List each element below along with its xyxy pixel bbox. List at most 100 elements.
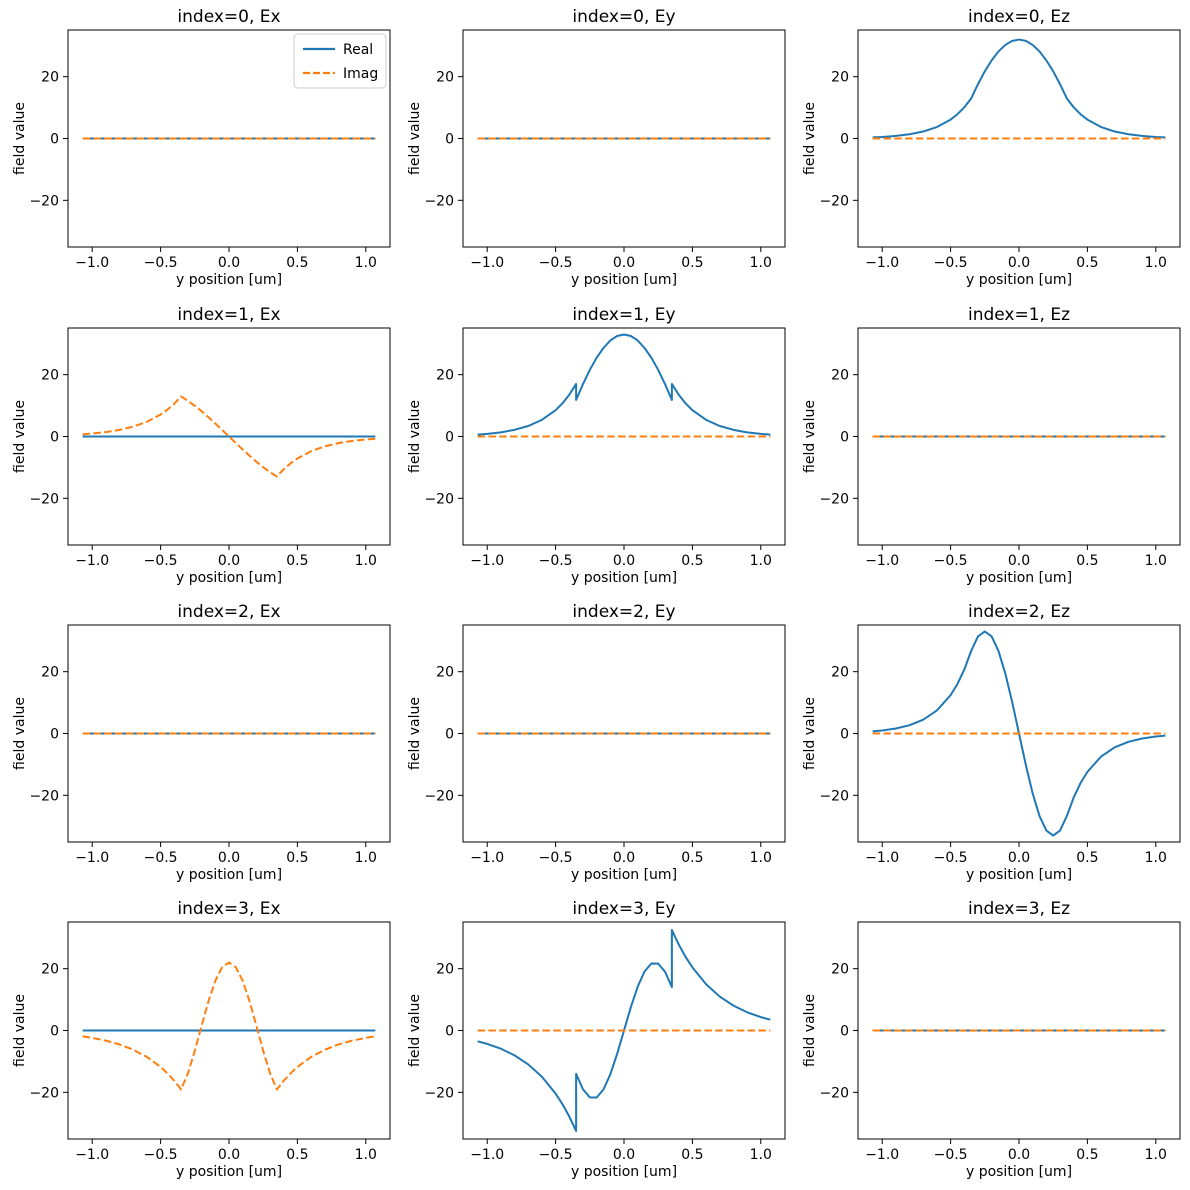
subplot-r2c2-x-tick-label: 1.0 <box>1145 850 1167 866</box>
subplot-r3c1-y-axis-label: field value <box>407 994 423 1067</box>
subplot-r2c2-x-tick-label: 0.5 <box>1076 850 1098 866</box>
subplot-r3c2-x-tick-label: 1.0 <box>1145 1147 1167 1163</box>
subplot-r1c0-x-tick-label: −0.5 <box>144 553 178 569</box>
subplot-r2c2-x-tick-label: 0.0 <box>1008 850 1030 866</box>
subplot-r3c0-y-tick-label: 0 <box>50 1024 59 1040</box>
subplot-r3c1-x-tick-label: −0.5 <box>539 1147 573 1163</box>
subplot-r1c0-imag-line <box>82 395 376 478</box>
subplot-r3c2-y-tick-label: 20 <box>831 962 849 978</box>
subplot-r0c0-x-tick-label: −1.0 <box>75 255 109 271</box>
subplot-r0c1-x-tick-label: −0.5 <box>539 255 573 271</box>
subplot-r2c1-title: index=2, Ey <box>572 602 675 622</box>
subplot-r1c1-x-tick-label: −0.5 <box>539 553 573 569</box>
subplot-r2c2-y-tick-label: −20 <box>819 788 849 804</box>
subplot-r0c0-y-tick-label: 20 <box>41 70 59 86</box>
subplot-r1c1-y-tick-label: 0 <box>445 430 454 446</box>
subplot-r1c2-x-axis-label: y position [um] <box>966 570 1072 586</box>
subplot-r3c2-x-tick-label: −1.0 <box>865 1147 899 1163</box>
subplot-r2c0-y-tick-label: 20 <box>41 665 59 681</box>
subplot-r3c2-y-tick-label: 0 <box>840 1024 849 1040</box>
subplot-r0c2-x-tick-label: −1.0 <box>865 255 899 271</box>
subplot-r2c2-x-tick-label: −1.0 <box>865 850 899 866</box>
subplot-r2c2-x-axis-label: y position [um] <box>966 867 1072 883</box>
subplot-r3c2-y-tick-label: −20 <box>819 1085 849 1101</box>
subplot-r3c1-x-tick-label: 1.0 <box>750 1147 772 1163</box>
subplot-r3c1-y-tick-label: 0 <box>445 1024 454 1040</box>
subplot-r3c2-x-tick-label: 0.5 <box>1076 1147 1098 1163</box>
subplot-r3c0-x-tick-label: 0.5 <box>286 1147 308 1163</box>
subplot-r3c1-x-tick-label: 0.5 <box>681 1147 703 1163</box>
subplot-r1c1-y-axis-label: field value <box>407 400 423 473</box>
subplot-r0c0-x-tick-label: 1.0 <box>355 255 377 271</box>
subplot-r0c2-y-tick-label: 0 <box>840 132 849 148</box>
subplot-r0c1-x-tick-label: 1.0 <box>750 255 772 271</box>
subplot-r2c2-y-tick-label: 0 <box>840 727 849 743</box>
subplot-r1c0: −1.0 −0.5 0.0 0.5 1.0 −20 0 20 index=1, Ex y posi… <box>12 305 391 586</box>
subplot-r1c2: −1.0 −0.5 0.0 0.5 1.0 −20 0 20 index=1, Ez y posi… <box>802 305 1181 586</box>
subplot-r2c0-x-tick-label: 0.5 <box>286 850 308 866</box>
subplot-r0c2-x-axis-label: y position [um] <box>966 272 1072 288</box>
subplot-r1c2-y-tick-label: −20 <box>819 491 849 507</box>
subplot-r0c2-y-axis-label: field value <box>802 102 818 175</box>
subplot-r2c0-title: index=2, Ex <box>177 602 280 622</box>
subplot-r1c2-x-tick-label: 0.5 <box>1076 553 1098 569</box>
subplot-r0c0-x-axis-label: y position [um] <box>176 272 282 288</box>
subplot-r1c1-x-axis-label: y position [um] <box>571 570 677 586</box>
subplot-r1c2-title: index=1, Ez <box>968 305 1070 325</box>
subplot-r2c1-x-axis-label: y position [um] <box>571 867 677 883</box>
subplot-r1c1-y-tick-label: −20 <box>424 491 454 507</box>
subplot-r3c2-x-tick-label: 0.0 <box>1008 1147 1030 1163</box>
subplot-r2c0-x-tick-label: −1.0 <box>75 850 109 866</box>
subplot-r0c0-y-axis-label: field value <box>12 102 28 175</box>
subplot-r0c1-y-axis-label: field value <box>407 102 423 175</box>
subplot-r2c1-x-tick-label: 0.0 <box>613 850 635 866</box>
subplot-r3c2-x-axis-label: y position [um] <box>966 1164 1072 1180</box>
subplot-r1c1-x-tick-label: −1.0 <box>470 553 504 569</box>
subplot-r0c1-y-tick-label: −20 <box>424 193 454 209</box>
subplot-r1c0-x-tick-label: 0.5 <box>286 553 308 569</box>
subplot-r1c2-x-tick-label: −1.0 <box>865 553 899 569</box>
subplot-r3c0-y-tick-label: 20 <box>41 962 59 978</box>
subplot-r1c1-real-line <box>477 333 771 436</box>
subplot-r3c1: −1.0 −0.5 0.0 0.5 1.0 −20 0 20 index=3, Ey y posi… <box>407 899 786 1180</box>
subplot-r3c0-x-tick-label: −1.0 <box>75 1147 109 1163</box>
subplot-r1c1-y-tick-label: 20 <box>436 368 454 384</box>
subplot-r0c1-title: index=0, Ey <box>572 7 675 27</box>
subplot-r2c1: −1.0 −0.5 0.0 0.5 1.0 −20 0 20 index=2, Ey y posi… <box>407 602 786 883</box>
subplot-r0c2-x-tick-label: 0.5 <box>1076 255 1098 271</box>
subplot-r1c1-x-tick-label: 1.0 <box>750 553 772 569</box>
subplot-r0c0-title: index=0, Ex <box>177 7 280 27</box>
subplot-r0c2-title: index=0, Ez <box>968 7 1070 27</box>
subplot-r1c0-x-tick-label: −1.0 <box>75 553 109 569</box>
subplot-r0c0-x-tick-label: 0.0 <box>218 255 240 271</box>
subplot-r1c1-title: index=1, Ey <box>572 305 675 325</box>
subplot-r0c0-x-tick-label: −0.5 <box>144 255 178 271</box>
subplot-r3c2-title: index=3, Ez <box>968 899 1070 919</box>
subplot-r2c1-x-tick-label: 1.0 <box>750 850 772 866</box>
subplot-r0c1-y-tick-label: 20 <box>436 70 454 86</box>
subplot-r1c0-title: index=1, Ex <box>177 305 280 325</box>
subplot-r3c2-y-axis-label: field value <box>802 994 818 1067</box>
subplot-r0c1-x-axis-label: y position [um] <box>571 272 677 288</box>
legend: Real Imag <box>293 33 387 89</box>
subplot-r2c1-y-tick-label: 0 <box>445 727 454 743</box>
subplot-r2c1-x-tick-label: −0.5 <box>539 850 573 866</box>
subplot-r3c1-title: index=3, Ey <box>572 899 675 919</box>
legend-real-label: Real <box>343 42 373 58</box>
subplot-r3c0-x-tick-label: 0.0 <box>218 1147 240 1163</box>
subplot-r3c0-y-axis-label: field value <box>12 994 28 1067</box>
subplot-r2c0-y-axis-label: field value <box>12 697 28 770</box>
subplot-r0c2-x-tick-label: 0.0 <box>1008 255 1030 271</box>
subplot-r2c0: −1.0 −0.5 0.0 0.5 1.0 −20 0 20 index=2, Ex y posi… <box>12 602 391 883</box>
subplot-r3c0: −1.0 −0.5 0.0 0.5 1.0 −20 0 20 index=3, Ex y posi… <box>12 899 391 1180</box>
subplot-r3c0-x-tick-label: 1.0 <box>355 1147 377 1163</box>
subplot-r2c1-y-tick-label: 20 <box>436 665 454 681</box>
subplot-r2c1-y-axis-label: field value <box>407 697 423 770</box>
subplot-r3c0-x-axis-label: y position [um] <box>176 1164 282 1180</box>
subplot-r2c0-x-tick-label: 0.0 <box>218 850 240 866</box>
subplot-r3c0-title: index=3, Ex <box>177 899 280 919</box>
subplot-r3c0-x-tick-label: −0.5 <box>144 1147 178 1163</box>
subplot-r3c2-x-tick-label: −0.5 <box>934 1147 968 1163</box>
